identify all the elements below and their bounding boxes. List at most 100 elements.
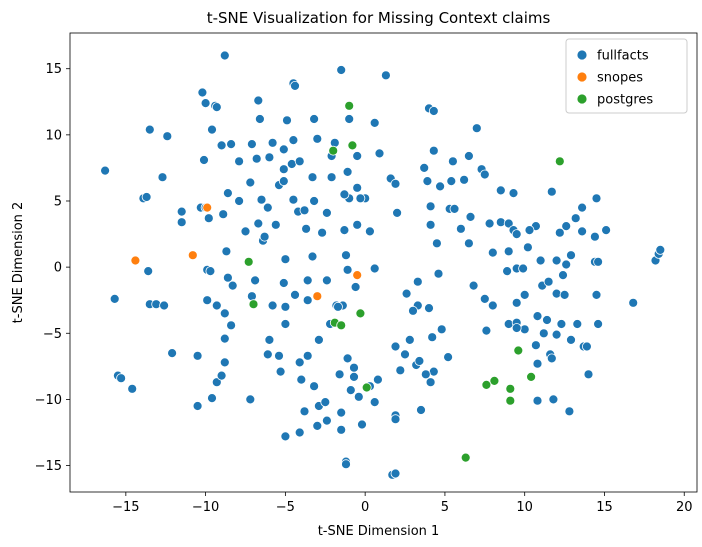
point-fullfacts-132: [321, 275, 332, 286]
point-fullfacts-131: [302, 275, 313, 286]
point-fullfacts-177: [559, 289, 570, 300]
point-fullfacts-27: [352, 151, 363, 161]
point-postgres-14: [526, 371, 536, 382]
x-tick-label: 0: [361, 500, 369, 515]
point-fullfacts-138: [468, 280, 479, 291]
point-fullfacts-36: [157, 172, 168, 183]
point-fullfacts-217: [275, 366, 286, 377]
point-fullfacts-59: [508, 188, 519, 199]
point-fullfacts-248: [336, 407, 347, 418]
point-fullfacts-16: [428, 106, 439, 116]
point-fullfacts-110: [577, 226, 587, 237]
ticks-layer: −15 −10 −5 0 5 10 15 20 −15 −10 −5 0 5 10 15: [35, 62, 693, 515]
point-fullfacts-240: [420, 369, 431, 380]
point-fullfacts-192: [572, 319, 583, 329]
point-fullfacts-93: [591, 193, 602, 204]
point-fullfacts-162: [290, 289, 300, 300]
point-fullfacts-53: [435, 181, 446, 192]
point-fullfacts-113: [203, 213, 214, 224]
point-fullfacts-105: [425, 219, 436, 230]
point-fullfacts-47: [352, 182, 363, 193]
point-fullfacts-212: [582, 341, 592, 352]
point-fullfacts-260: [321, 415, 332, 426]
point-fullfacts-6: [200, 98, 211, 108]
point-fullfacts-161: [280, 301, 291, 312]
point-fullfacts-254: [532, 395, 543, 406]
point-fullfacts-30: [447, 156, 458, 167]
legend: fullfacts snopes postgres: [565, 38, 688, 114]
point-fullfacts-190: [542, 315, 552, 325]
point-fullfacts-84: [465, 211, 476, 222]
point-fullfacts-208: [531, 340, 541, 351]
point-fullfacts-179: [628, 297, 639, 308]
point-fullfacts-1: [336, 65, 347, 75]
y-tick-label: −15: [35, 459, 62, 474]
point-fullfacts-210: [546, 353, 557, 364]
point-postgres-6: [355, 308, 366, 319]
point-fullfacts-242: [192, 401, 203, 411]
y-tick-label: 10: [45, 128, 62, 143]
point-fullfacts-156: [202, 295, 213, 306]
point-fullfacts-224: [400, 349, 410, 360]
point-fullfacts-108: [524, 225, 535, 236]
x-tick-label: −5: [276, 500, 295, 515]
point-fullfacts-191: [556, 319, 567, 329]
point-fullfacts-247: [320, 397, 331, 408]
point-fullfacts-58: [495, 185, 506, 196]
point-fullfacts-85: [484, 218, 495, 229]
point-fullfacts-115: [259, 231, 270, 242]
point-fullfacts-180: [219, 308, 230, 319]
point-fullfacts-216: [262, 349, 273, 360]
point-postgres-11: [489, 375, 500, 386]
point-fullfacts-201: [342, 353, 353, 364]
point-fullfacts-167: [401, 288, 412, 299]
point-fullfacts-94: [176, 217, 187, 228]
point-fullfacts-83: [449, 203, 460, 214]
point-fullfacts-52: [422, 176, 433, 187]
point-fullfacts-244: [245, 394, 256, 405]
point-fullfacts-261: [336, 424, 347, 435]
point-fullfacts-196: [593, 319, 603, 329]
point-fullfacts-200: [313, 334, 324, 345]
point-fullfacts-142: [518, 263, 528, 274]
point-postgres-5: [248, 299, 259, 310]
point-fullfacts-33: [278, 144, 289, 155]
point-postgres-2: [328, 145, 339, 156]
point-fullfacts-136: [412, 276, 423, 287]
points-layer: [100, 50, 666, 480]
legend-box: [565, 38, 688, 114]
point-fullfacts-163: [302, 295, 313, 306]
point-fullfacts-41: [278, 164, 289, 175]
point-fullfacts-10: [254, 114, 265, 124]
point-fullfacts-95: [218, 209, 229, 220]
point-fullfacts-245: [299, 406, 310, 417]
point-fullfacts-116: [221, 246, 232, 257]
point-fullfacts-223: [395, 365, 406, 376]
point-fullfacts-29: [428, 145, 439, 156]
point-fullfacts-8: [211, 102, 222, 112]
point-fullfacts-62: [141, 192, 152, 202]
point-postgres-1: [347, 140, 358, 151]
point-fullfacts-134: [350, 282, 361, 292]
point-fullfacts-124: [523, 242, 533, 253]
point-fullfacts-155: [159, 300, 170, 311]
point-fullfacts-186: [503, 319, 514, 329]
y-tick-label: 0: [54, 261, 62, 276]
y-tick-label: −5: [43, 327, 62, 342]
point-fullfacts-54: [446, 176, 457, 187]
point-fullfacts-152: [109, 293, 120, 304]
point-fullfacts-125: [143, 266, 154, 277]
point-fullfacts-243: [207, 393, 217, 404]
point-fullfacts-181: [226, 320, 237, 331]
point-fullfacts-228: [425, 377, 436, 388]
point-fullfacts-40: [264, 152, 275, 163]
point-fullfacts-63: [176, 206, 187, 217]
y-tick-label: 5: [54, 194, 62, 209]
point-fullfacts-236: [296, 374, 307, 385]
point-fullfacts-45: [326, 172, 337, 183]
point-fullfacts-25: [312, 133, 323, 144]
point-fullfacts-22: [246, 139, 257, 150]
point-fullfacts-26: [329, 137, 340, 148]
point-fullfacts-174: [543, 276, 554, 287]
